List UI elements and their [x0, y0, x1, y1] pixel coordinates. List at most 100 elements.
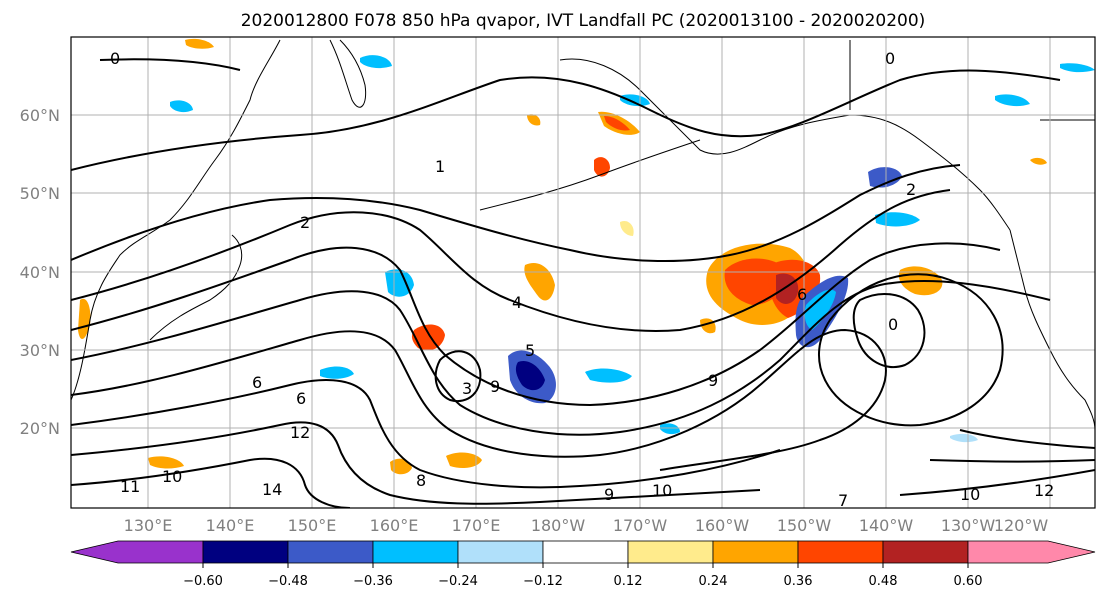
contour-label: 6 — [296, 389, 306, 408]
positive-anomaly-patch — [185, 38, 214, 49]
lon-label: 180°W — [531, 516, 586, 535]
contour-label: 9 — [708, 371, 718, 390]
contour-line — [71, 242, 1001, 407]
colorbar-segment — [712, 540, 799, 564]
contour-label: 2 — [300, 213, 310, 232]
contour-line — [71, 164, 961, 262]
lon-label: 160°W — [695, 516, 750, 535]
negative-anomaly-patch — [950, 433, 978, 443]
shaded-anomaly-patches — [78, 38, 1095, 475]
graticule — [71, 37, 1095, 508]
contour-label: 2 — [906, 180, 916, 199]
contour-label: 5 — [525, 341, 535, 360]
contour-label: 4 — [512, 293, 522, 312]
contour-label: 9 — [604, 485, 614, 504]
contour-line — [71, 328, 887, 471]
positive-anomaly-patch — [411, 324, 445, 351]
positive-anomaly-patch — [620, 220, 634, 236]
colorbar-tick-label: −0.60 — [183, 574, 223, 589]
longitude-labels: 130°E 140°E 150°E 160°E 170°E 180°W 170°… — [124, 516, 1049, 535]
positive-anomaly-patch — [1030, 157, 1047, 165]
colorbar-segment — [542, 540, 629, 564]
lat-label: 30°N — [20, 341, 60, 360]
contour-label: 1 — [435, 157, 445, 176]
positive-anomaly-patch — [604, 116, 630, 131]
lon-label: 160°E — [370, 516, 419, 535]
contour-label: 10 — [960, 485, 980, 504]
contour-label: 6 — [252, 373, 262, 392]
contour-label: 11 — [120, 477, 140, 496]
alaska-coastline — [559, 58, 1011, 231]
contour-line — [959, 429, 1095, 449]
positive-anomaly-patch — [776, 273, 799, 304]
colorbar-labels: −0.60 −0.48 −0.36 −0.24 −0.12 0.12 0.24 … — [183, 574, 982, 589]
contour-line — [71, 279, 1051, 436]
lon-label: 130°E — [124, 516, 173, 535]
positive-anomaly-patch — [78, 298, 91, 340]
colorbar-segment — [287, 540, 374, 564]
lon-label: 140°W — [859, 516, 914, 535]
negative-anomaly-patch — [620, 94, 650, 107]
negative-anomaly-patch — [868, 167, 902, 188]
figure-title: 2020012800 F078 850 hPa qvapor, IVT Land… — [241, 11, 926, 31]
latitude-labels: 60°N 50°N 40°N 30°N 20°N — [20, 106, 60, 438]
colorbar-tick-label: −0.48 — [268, 574, 308, 589]
lon-label: 150°W — [777, 516, 832, 535]
contour-line — [852, 293, 926, 368]
map-frame — [70, 36, 1096, 509]
contour-label: 10 — [652, 481, 672, 500]
colorbar-ticks — [202, 563, 969, 568]
contour-line — [818, 273, 1004, 427]
colorbar-tick-label: 0.48 — [869, 574, 898, 589]
lon-label: 150°E — [288, 516, 337, 535]
negative-anomaly-patch — [660, 423, 680, 435]
contour-line — [71, 379, 781, 489]
lon-label: 170°E — [452, 516, 501, 535]
lat-label: 20°N — [20, 419, 60, 438]
contour-label: 14 — [262, 480, 282, 499]
lon-label: 130°W — [941, 516, 996, 535]
negative-anomaly-patch — [360, 55, 392, 69]
negative-anomaly-patch — [320, 366, 354, 379]
kamchatka-coastline — [329, 39, 367, 108]
lon-label: 140°E — [206, 516, 255, 535]
colorbar-extend-low — [70, 540, 204, 564]
contour-label: 9 — [490, 377, 500, 396]
colorbar-tick-label: 0.12 — [614, 574, 643, 589]
positive-anomaly-patch — [390, 458, 412, 475]
contour-label: 10 — [162, 467, 182, 486]
positive-anomaly-patch — [148, 456, 184, 469]
colorbar-tick-label: 0.36 — [784, 574, 813, 589]
asia-coastline — [71, 39, 281, 401]
colorbar-segment — [882, 540, 969, 564]
negative-anomaly-patch — [385, 269, 414, 297]
negative-anomaly-patch — [170, 100, 193, 113]
contour-line — [71, 189, 951, 332]
contour-label: 0 — [110, 49, 120, 68]
contour-line — [434, 350, 482, 403]
contour-label: 8 — [416, 471, 426, 490]
colorbar-segment — [372, 540, 459, 564]
positive-anomaly-patch — [446, 452, 482, 468]
contour-line — [71, 457, 351, 508]
colorbar-extend-high — [967, 540, 1096, 564]
contour-labels: 0 0 1 2 2 0 4 5 6 6 6 9 9 12 10 11 14 7 … — [110, 49, 1054, 508]
negative-anomaly-patch — [1060, 63, 1095, 73]
colorbar-tick-label: −0.24 — [438, 574, 478, 589]
japan-coastline — [149, 234, 243, 341]
negative-anomaly-patch — [515, 360, 545, 391]
negative-anomaly-patch — [585, 368, 632, 383]
colorbar-segment — [797, 540, 884, 564]
contour-label: 0 — [885, 49, 895, 68]
colorbar-segment — [202, 540, 289, 564]
contour-lines — [71, 58, 1095, 508]
map-panel: 0 0 1 2 2 0 4 5 6 6 6 9 9 12 10 11 14 7 … — [70, 36, 1096, 509]
colorbar-segment — [457, 540, 544, 564]
canada-border — [849, 40, 1095, 121]
lat-label: 60°N — [20, 106, 60, 125]
contour-label: 12 — [1034, 481, 1054, 500]
colorbar-tick-label: −0.12 — [523, 574, 563, 589]
contour-line — [71, 69, 1061, 171]
colorbar-tick-label: 0.60 — [954, 574, 983, 589]
